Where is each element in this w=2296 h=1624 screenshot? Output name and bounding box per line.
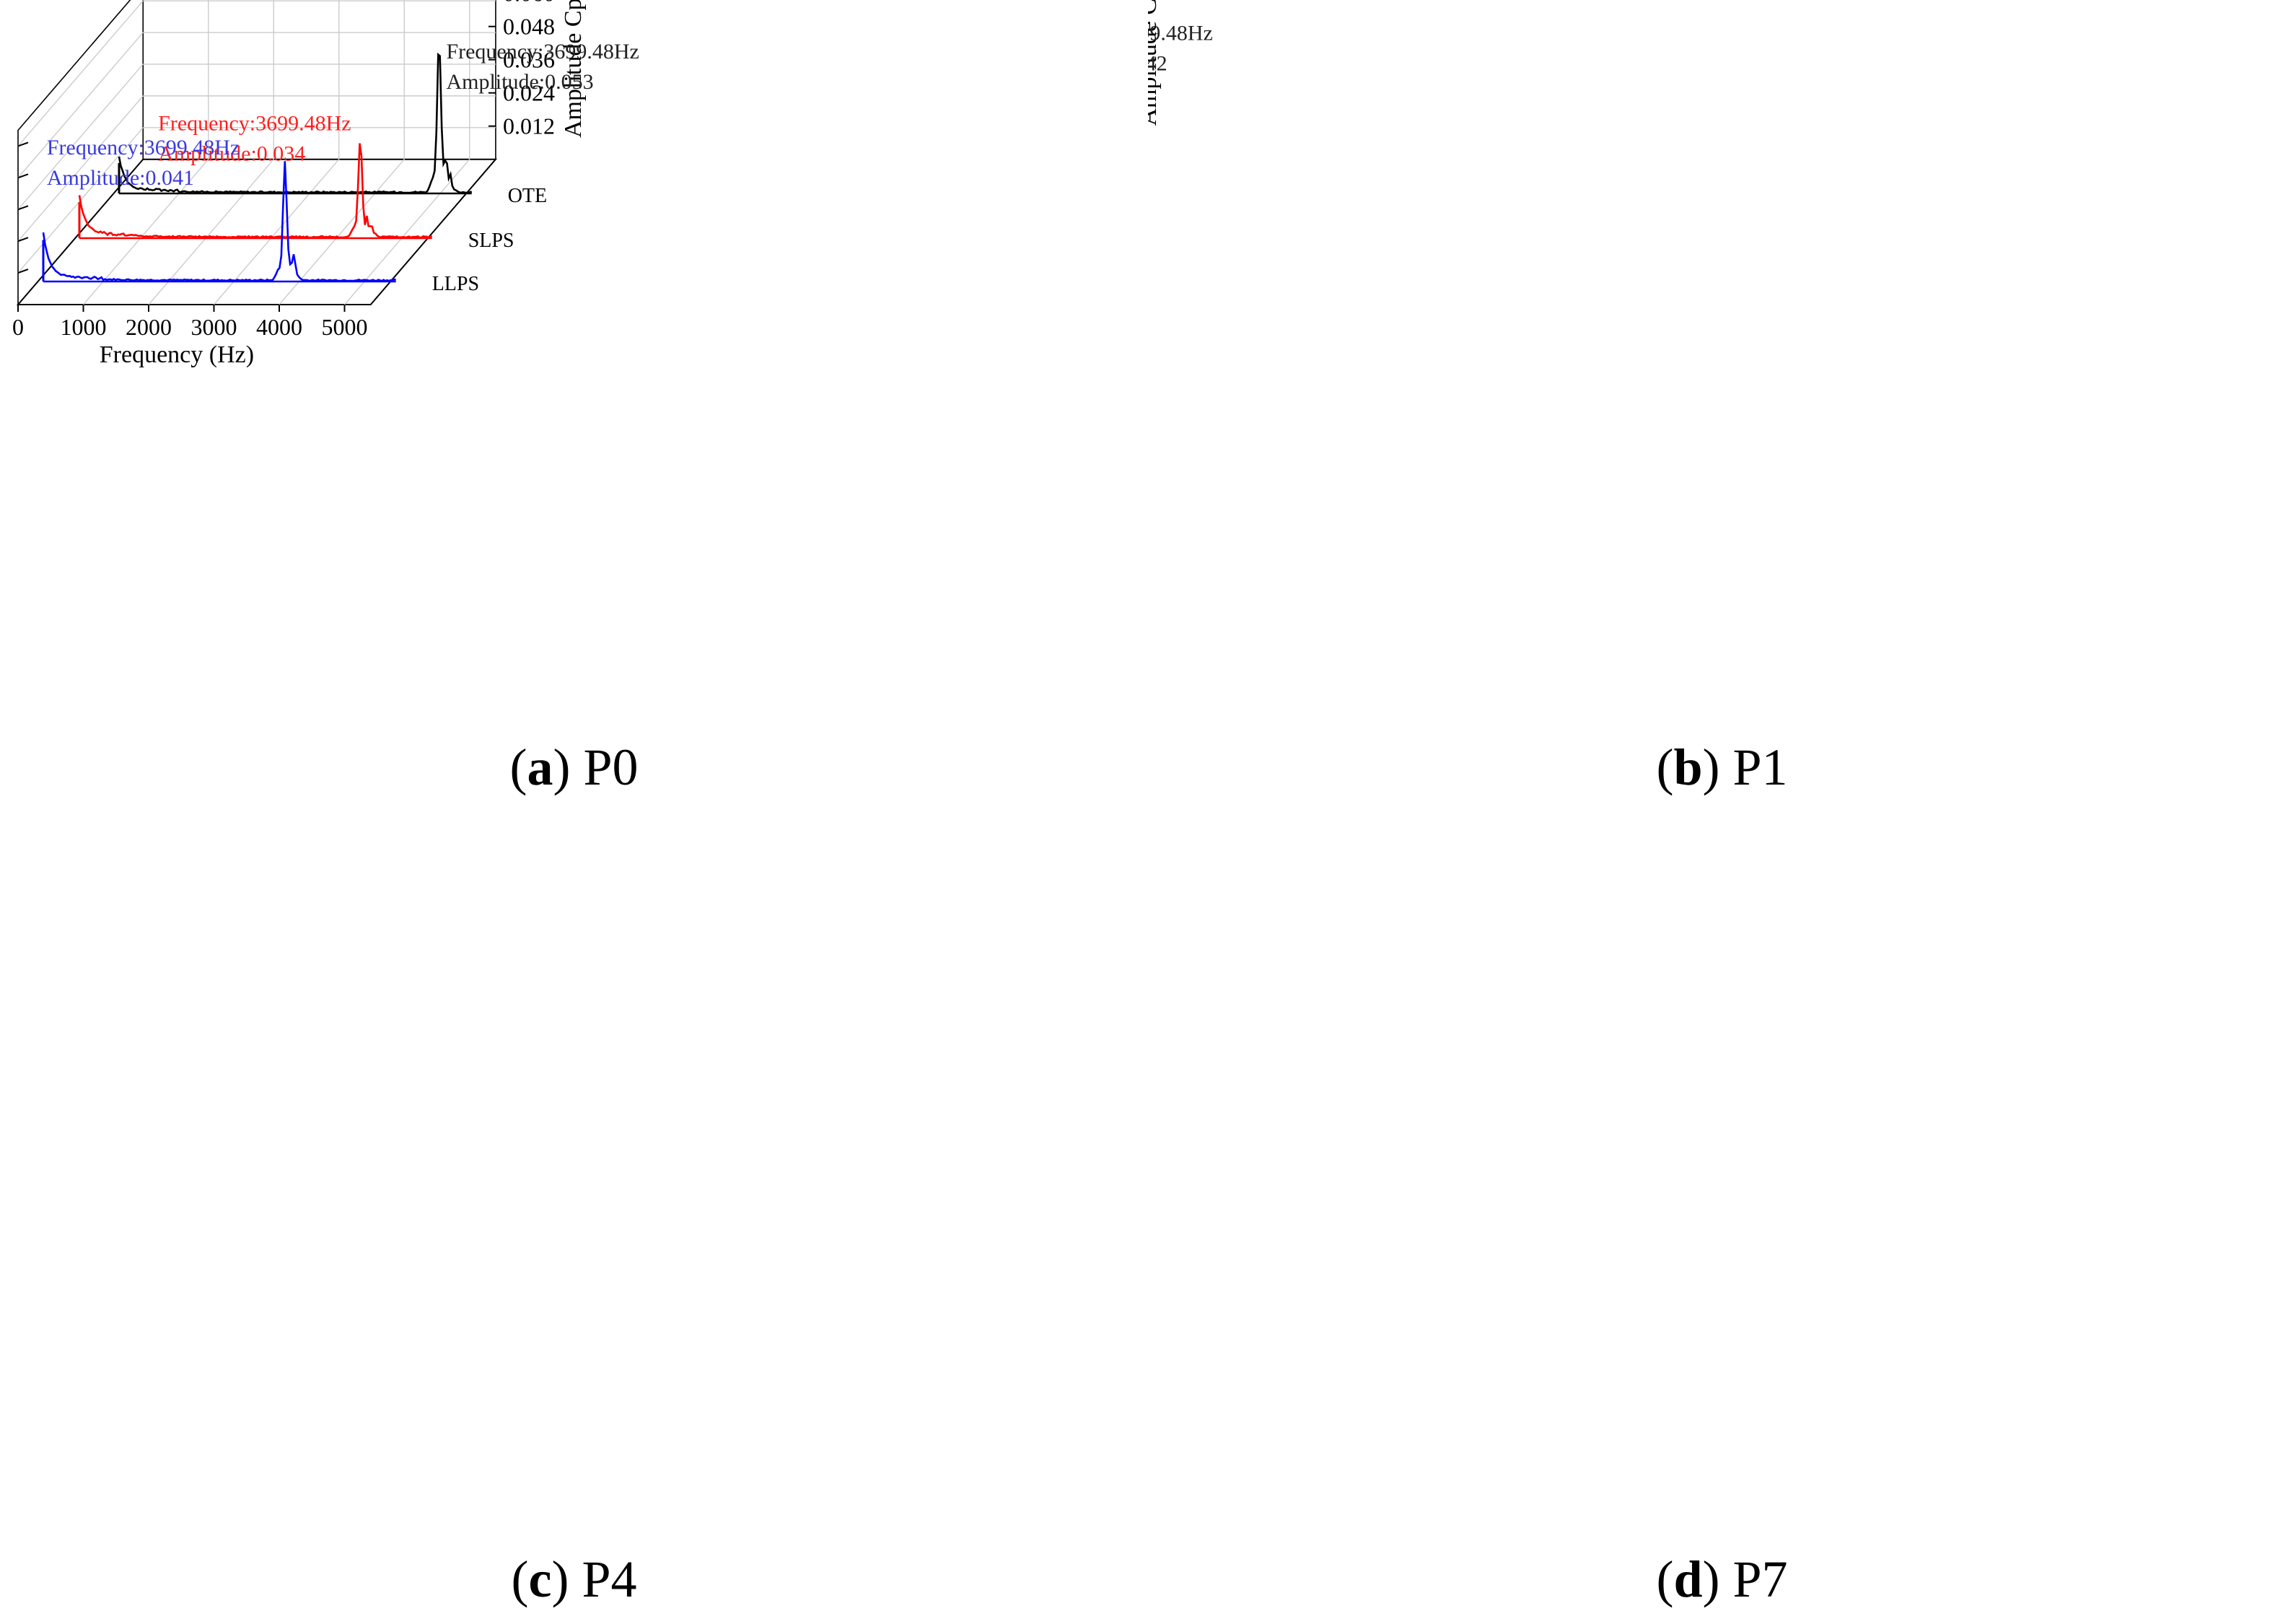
z-tick-mark — [17, 237, 29, 243]
series-slps-line — [78, 143, 432, 239]
chart-b: 0.040.030.020.01Amplitude Cp010002000300… — [1148, 0, 1213, 126]
caption-letter: a — [527, 738, 553, 796]
plot-area: 0.040.030.020.01Amplitude Cp010002000300… — [1148, 0, 1213, 126]
z-tick-mark — [17, 141, 29, 147]
z-tick-mark — [17, 205, 29, 211]
annotation-amplitude: Amplitude:0.053 — [446, 70, 593, 94]
caption-letter: d — [1673, 1550, 1703, 1608]
peak-annotation-ote: Frequency:3699.48Hz Amplitude:0.042 — [1148, 21, 1213, 75]
z-tick-mark — [17, 173, 29, 179]
annotation-amplitude: Amplitude:0.034 — [158, 142, 305, 166]
caption-label: P4 — [582, 1550, 637, 1608]
z-tick-label: 0.048 — [503, 14, 555, 40]
series-ote-line — [118, 52, 473, 194]
series-label-ote: OTE — [508, 185, 547, 207]
grid-line — [17, 0, 144, 147]
series-label-slps: SLPS — [468, 230, 514, 252]
z-axis-label: Amplitude Cp — [1148, 0, 1162, 126]
z-tick-mark — [17, 269, 29, 274]
caption-label: P7 — [1732, 1550, 1788, 1608]
left-wall — [17, 0, 131, 305]
caption-d: (d) P7 — [1656, 1550, 1788, 1608]
series-label-llps: LLPS — [432, 273, 479, 295]
grid-line — [17, 32, 144, 178]
caption-b: (b) P1 — [1656, 738, 1788, 796]
z-tick-label: 0.060 — [503, 0, 555, 6]
caption-letter: c — [528, 1550, 552, 1608]
x-axis-label: Frequency (Hz) — [100, 341, 254, 368]
chart-c: 0.01800.01440.01080.00720.0036Amplitude … — [0, 812, 1148, 1624]
annotation-amplitude: Amplitude:0.041 — [47, 166, 194, 190]
peak-annotation-slps: Frequency:3699.48Hz Amplitude:0.034 — [158, 112, 351, 166]
caption-c: (c) P4 — [511, 1550, 637, 1608]
caption-letter: b — [1673, 738, 1703, 796]
annotation-amplitude: Amplitude:0.042 — [1148, 51, 1167, 75]
x-tick-label: 1000 — [61, 314, 107, 340]
panel-d: 0.01440.01080.00720.0036Amplitude Cp0100… — [1148, 812, 2296, 1624]
peak-annotation-llps: Frequency:3699.48Hz Amplitude:0.041 — [47, 136, 240, 190]
annotation-frequency: Frequency:3699.48Hz — [158, 112, 351, 136]
chart-d: 0.01440.01080.00720.0036Amplitude Cp0100… — [1148, 812, 2296, 1624]
caption-label: P1 — [1732, 738, 1788, 796]
annotation-frequency: Frequency:3699.48Hz — [47, 136, 240, 160]
x-tick-label: 0 — [12, 314, 24, 340]
grid-line — [213, 159, 340, 305]
x-tick-label: 5000 — [322, 314, 368, 340]
x-tick-label: 4000 — [256, 314, 302, 340]
annotation-frequency: Frequency:3699.48Hz — [446, 40, 639, 64]
peak-annotation-ote: Frequency:3699.48Hz Amplitude:0.053 — [446, 40, 639, 94]
caption-a: (a) P0 — [509, 738, 639, 796]
back-wall — [142, 0, 496, 160]
x-tick-label: 2000 — [126, 314, 172, 340]
z-tick-label: 0.012 — [503, 113, 555, 139]
caption-label: P0 — [583, 738, 639, 796]
z-tick-label: 0.024 — [503, 80, 555, 106]
annotation-frequency: Frequency:3699.48Hz — [1148, 21, 1213, 45]
grid-line — [17, 95, 144, 242]
panel-b: 0.040.030.020.01Amplitude Cp010002000300… — [1148, 0, 2296, 812]
z-tick-label: 0.036 — [503, 47, 555, 73]
grid-line — [279, 159, 405, 305]
x-tick-label: 3000 — [191, 314, 237, 340]
z-axis-label: Amplitude Cp — [560, 0, 587, 138]
grid-line — [17, 64, 144, 210]
panel-c: 0.01800.01440.01080.00720.0036Amplitude … — [0, 812, 1148, 1624]
